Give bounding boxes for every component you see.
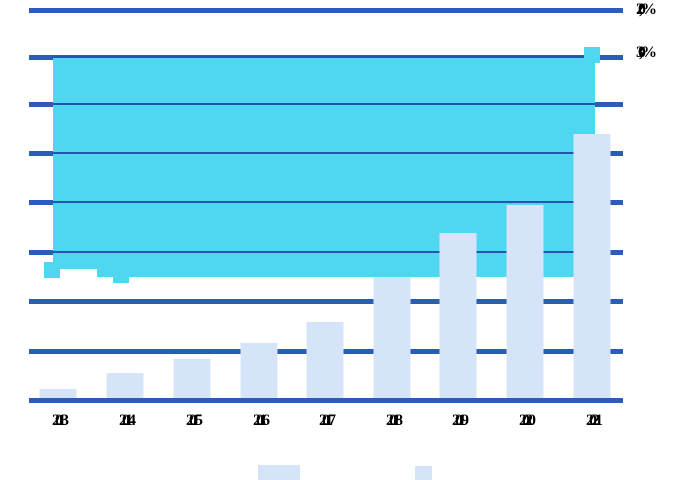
- legend-swatch-bar-series: [258, 465, 300, 480]
- gridline-thin: [53, 152, 595, 154]
- x-axis-tick-label: 2017: [319, 412, 336, 429]
- bar: [439, 233, 477, 402]
- x-axis-tick-label: 2016: [253, 412, 270, 429]
- bar: [173, 359, 211, 402]
- x-axis-tick-label: 2015: [186, 412, 203, 429]
- gridline-thin: [53, 103, 595, 105]
- legend-swatch-marker-series: [415, 466, 432, 480]
- x-axis-tick-label: 2020: [519, 412, 536, 429]
- x-axis-tick-label: 2019: [452, 412, 469, 429]
- x-axis-tick-label: 2018: [386, 412, 403, 429]
- area-marker: [584, 47, 600, 63]
- line-series: [29, 8, 623, 13]
- gridline-thin: [53, 251, 595, 253]
- bar: [106, 373, 144, 402]
- area-marker: [44, 262, 60, 278]
- bar: [240, 343, 278, 402]
- x-axis-tick-label: 2014: [119, 412, 136, 429]
- area-marker: [113, 267, 129, 283]
- bar: [573, 134, 611, 402]
- gridline: [29, 299, 623, 304]
- gridline-thin: [53, 56, 595, 58]
- area-fill: [53, 57, 97, 269]
- area-series-end-label: 3,0%: [636, 44, 657, 61]
- x-axis-tick-label: 2013: [52, 412, 69, 429]
- x-axis-tick-label: 2021: [586, 412, 603, 429]
- bar: [373, 277, 411, 402]
- gridline-thin: [53, 201, 595, 203]
- bar: [506, 205, 544, 402]
- bar: [306, 322, 344, 402]
- line-series-end-label: 2,0%: [636, 1, 657, 18]
- x-axis-line: [29, 398, 623, 403]
